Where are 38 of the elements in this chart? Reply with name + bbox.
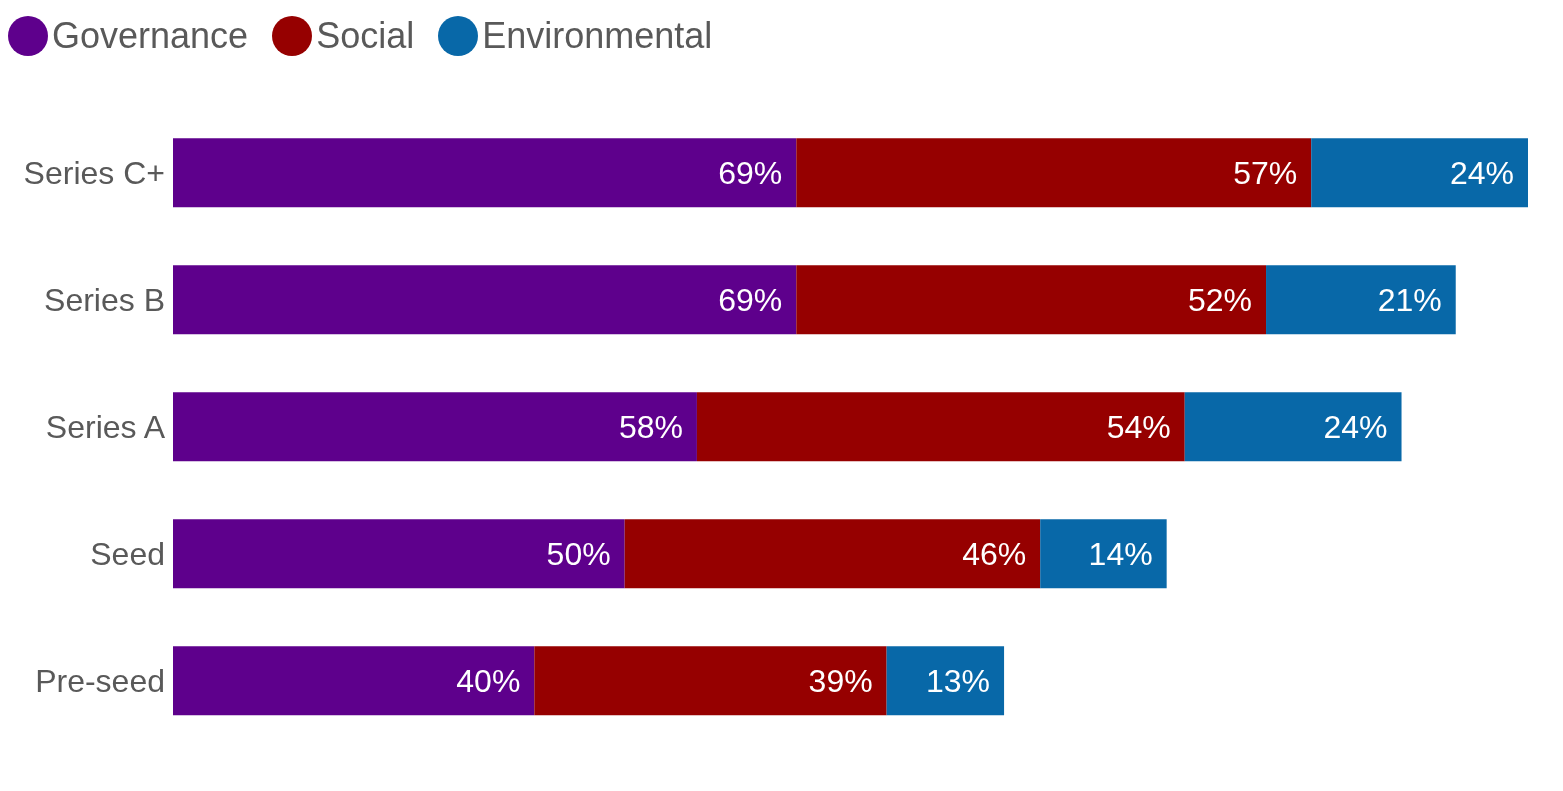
data-label: 46%	[962, 535, 1027, 572]
bar	[1266, 265, 1456, 335]
data-label: 69%	[718, 154, 783, 191]
legend-label: Environmental	[482, 15, 713, 57]
data-label: 57%	[1233, 154, 1298, 191]
y-tick-label: Series A	[45, 408, 166, 445]
data-label: 58%	[618, 408, 683, 445]
bar	[534, 646, 887, 716]
data-label: 13%	[926, 662, 991, 699]
legend-label: Social	[316, 15, 415, 57]
data-label: 24%	[1323, 408, 1388, 445]
bar	[624, 519, 1041, 589]
bar	[173, 519, 625, 589]
data-label: 50%	[546, 535, 611, 572]
bar	[173, 265, 797, 335]
bar	[1311, 138, 1528, 208]
data-label: 14%	[1088, 535, 1153, 572]
data-label: 21%	[1377, 281, 1442, 318]
data-label: 52%	[1187, 281, 1253, 318]
bar	[886, 646, 1005, 716]
y-tick-label: Seed	[90, 535, 165, 572]
data-label: 39%	[808, 662, 873, 699]
y-tick-label: Series B	[44, 281, 165, 318]
data-label: 54%	[1106, 408, 1171, 445]
bar	[796, 138, 1312, 208]
bar	[173, 138, 797, 208]
bar	[1184, 392, 1402, 462]
y-tick-label: Series C+	[23, 154, 165, 191]
bar	[696, 392, 1185, 462]
data-label: 69%	[718, 281, 783, 318]
data-label: 40%	[456, 662, 521, 699]
y-tick-label: Pre-seed	[35, 662, 165, 699]
legend-label: Governance	[52, 15, 249, 57]
bar	[173, 392, 697, 462]
bar	[796, 265, 1267, 335]
data-label: 24%	[1449, 154, 1514, 191]
bar	[1040, 519, 1167, 589]
bar	[173, 646, 535, 716]
